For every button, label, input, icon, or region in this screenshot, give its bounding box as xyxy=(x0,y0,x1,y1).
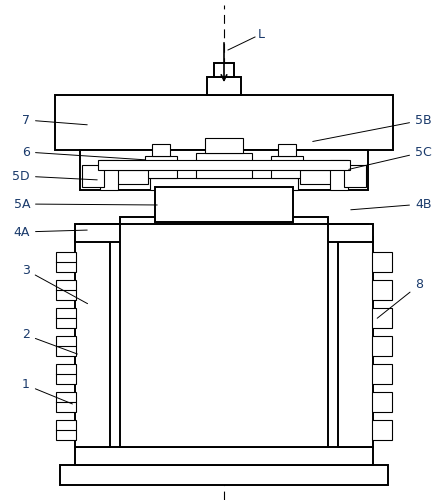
Bar xyxy=(60,465,388,485)
Bar xyxy=(55,95,393,150)
Text: 5B: 5B xyxy=(313,114,431,141)
Bar xyxy=(372,364,392,384)
Bar xyxy=(216,188,232,198)
Bar xyxy=(108,170,148,184)
Text: 4A: 4A xyxy=(13,226,87,238)
Bar xyxy=(56,392,76,412)
Bar xyxy=(152,144,170,156)
Bar xyxy=(278,144,296,156)
Text: 1: 1 xyxy=(22,378,73,404)
Bar xyxy=(155,187,293,222)
Bar xyxy=(344,165,366,187)
Bar xyxy=(372,420,392,440)
Text: 5D: 5D xyxy=(13,170,97,182)
Text: 3: 3 xyxy=(22,264,87,304)
Bar xyxy=(300,170,340,184)
Bar xyxy=(372,280,392,300)
Text: 7: 7 xyxy=(22,114,87,126)
Bar xyxy=(75,237,110,447)
Bar xyxy=(56,420,76,440)
Bar xyxy=(338,237,373,447)
Bar xyxy=(56,252,76,272)
Text: 2: 2 xyxy=(22,328,78,354)
Bar xyxy=(98,160,350,170)
Bar xyxy=(56,280,76,300)
Bar xyxy=(82,165,104,187)
Bar xyxy=(56,308,76,328)
Bar xyxy=(372,308,392,328)
Bar xyxy=(372,336,392,356)
Bar xyxy=(56,336,76,356)
Bar xyxy=(330,160,348,190)
Bar xyxy=(120,217,328,447)
Bar xyxy=(75,224,373,242)
Bar xyxy=(372,252,392,272)
Bar xyxy=(275,188,291,198)
Bar xyxy=(80,150,368,190)
Bar xyxy=(56,364,76,384)
Bar xyxy=(157,188,173,198)
Bar xyxy=(205,138,243,153)
Bar xyxy=(372,392,392,412)
Text: 6: 6 xyxy=(22,146,145,160)
Bar xyxy=(100,160,118,190)
Bar xyxy=(187,188,203,198)
Text: 5C: 5C xyxy=(349,146,432,170)
Bar xyxy=(150,178,298,190)
Text: 8: 8 xyxy=(377,278,423,318)
Bar xyxy=(207,77,241,95)
Text: 4B: 4B xyxy=(351,198,431,210)
Bar xyxy=(75,447,373,465)
Text: L: L xyxy=(258,28,265,42)
Bar xyxy=(245,188,261,198)
Bar xyxy=(196,153,252,178)
Bar xyxy=(145,156,177,178)
Bar xyxy=(214,63,234,77)
Text: 5A: 5A xyxy=(13,198,157,210)
Bar xyxy=(271,156,303,178)
